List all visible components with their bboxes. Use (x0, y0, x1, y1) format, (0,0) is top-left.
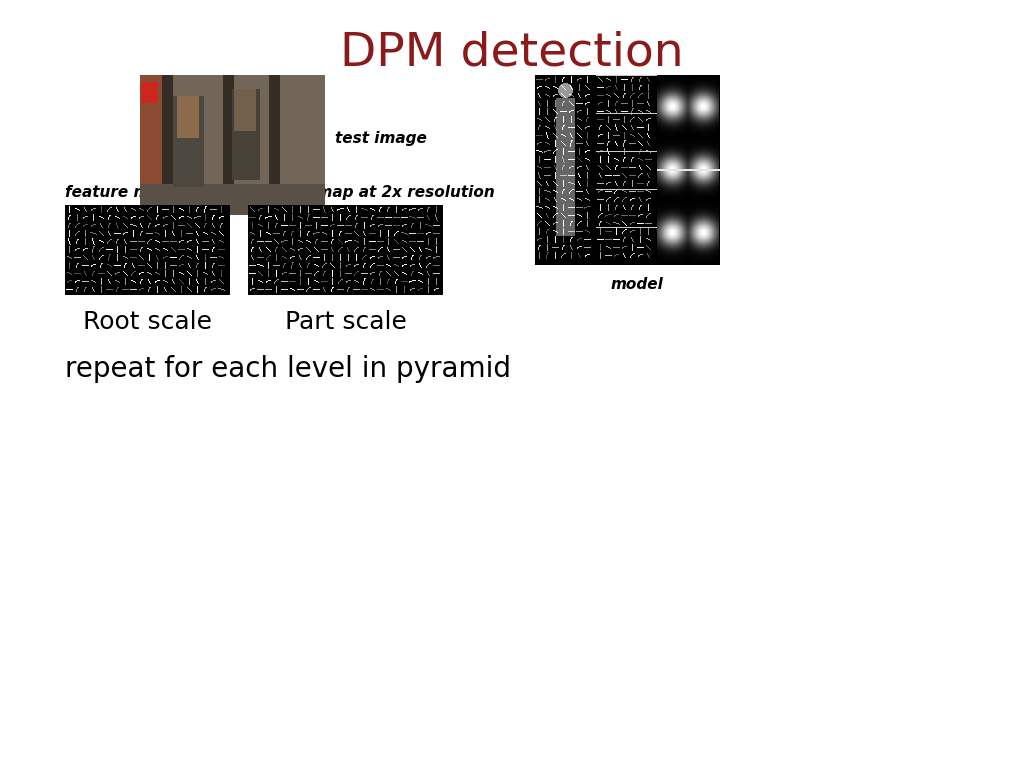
Text: repeat for each level in pyramid: repeat for each level in pyramid (65, 355, 511, 383)
Text: Part scale: Part scale (285, 310, 407, 334)
Text: model: model (610, 277, 664, 292)
Text: feature map at 2x resolution: feature map at 2x resolution (248, 185, 495, 200)
Text: DPM detection: DPM detection (340, 30, 684, 75)
Text: feature map: feature map (65, 185, 171, 200)
Text: Root scale: Root scale (83, 310, 212, 334)
Text: test image: test image (335, 131, 427, 145)
